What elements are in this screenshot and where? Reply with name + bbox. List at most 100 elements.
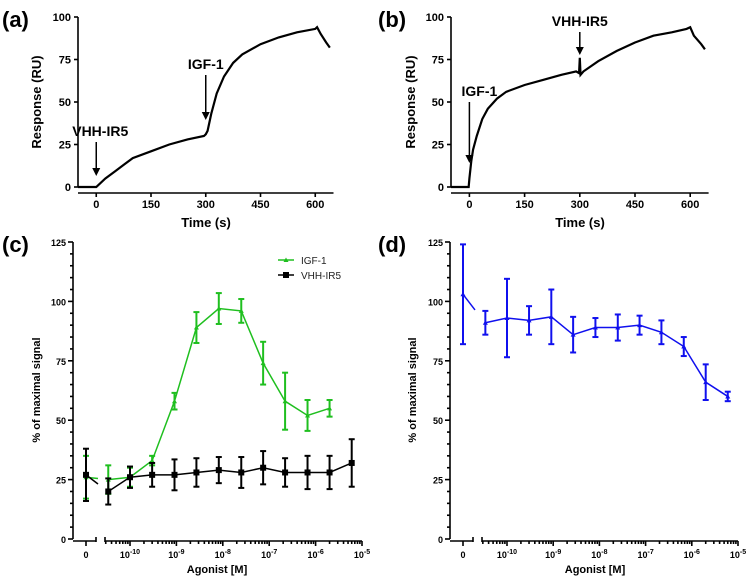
y-tick-label-d: 75: [433, 357, 443, 367]
y-axis-label-d: % of maximal signal: [407, 337, 419, 442]
arrow-head-a: [201, 112, 210, 120]
x-tick-label-c: 10-9: [168, 549, 184, 560]
data-point-d: [504, 315, 510, 321]
y-tick-label-b: 50: [432, 97, 444, 109]
x-tick-label-a: 600: [306, 199, 324, 211]
data-point-d: [703, 379, 709, 385]
x-tick-label-c: 10-8: [215, 549, 231, 560]
legend-marker-vhh: [283, 272, 289, 278]
data-point-d: [482, 320, 488, 325]
data-point-c: [127, 474, 133, 481]
sensorgram-trace-a: [78, 25, 331, 189]
x-tick-label-b: 150: [515, 199, 533, 211]
y-tick-label-b: 25: [432, 140, 444, 152]
data-point-c: [83, 471, 89, 478]
x-tick-label-a: 0: [93, 199, 99, 211]
data-point-c: [215, 467, 222, 474]
y-tick-label-c: 0: [61, 535, 66, 545]
data-point-d: [658, 329, 664, 335]
y-tick-label-c: 125: [51, 238, 66, 248]
y-tick-label-b: 0: [438, 182, 444, 194]
x-tick-label-c: 10-7: [261, 549, 277, 560]
y-tick-label-a: 100: [53, 12, 71, 24]
x-tick-label-d: 10-8: [591, 549, 607, 560]
legend-c: IGF-1 VHH-IR5: [278, 256, 341, 282]
panel-label-d: (d): [378, 232, 406, 257]
annotation-a: IGF-1: [188, 56, 224, 72]
y-tick-label-c: 50: [56, 416, 66, 426]
data-point-c: [149, 458, 155, 463]
y-tick-label-d: 125: [428, 238, 443, 248]
x-axis-label-d: Agonist [M]: [565, 564, 626, 576]
x-tick-label-d: 10-9: [545, 549, 561, 560]
x-tick-label-b: 600: [681, 199, 699, 211]
y-tick-label-c: 25: [56, 476, 66, 486]
series-stub-d-0: [462, 293, 476, 311]
x-tick-label-b: 300: [571, 199, 589, 211]
x-tick-label-d: 0: [460, 550, 465, 560]
data-point-d: [615, 325, 621, 330]
data-point-d: [460, 291, 466, 297]
arrow-head-b: [465, 155, 474, 163]
y-tick-label-d: 50: [433, 416, 443, 426]
legend-label-igf1: IGF-1: [301, 256, 327, 267]
data-point-c: [193, 325, 199, 330]
x-tick-label-c: 10-5: [354, 549, 370, 560]
y-tick-label-d: 25: [433, 476, 443, 486]
x-axis-label-a: Time (s): [181, 215, 231, 230]
y-tick-label-a: 50: [59, 97, 71, 109]
y-tick-label-d: 0: [438, 535, 443, 545]
arrow-head-b: [575, 47, 584, 55]
panel-label-b: (b): [378, 7, 406, 32]
y-tick-label-b: 100: [426, 12, 444, 24]
data-point-c: [304, 469, 311, 476]
x-axis-label-b: Time (s): [555, 215, 605, 230]
data-point-c: [260, 464, 267, 471]
legend-label-vhh: VHH-IR5: [301, 271, 341, 282]
x-tick-label-d: 10-10: [497, 549, 517, 560]
x-tick-label-d: 10-5: [730, 549, 746, 560]
data-point-c: [282, 469, 289, 476]
x-tick-label-c: 10-10: [120, 549, 140, 560]
x-tick-label-c: 0: [83, 550, 88, 560]
data-point-c: [326, 469, 333, 476]
x-tick-label-b: 0: [466, 199, 472, 211]
series-line-c-0: [108, 307, 330, 481]
data-point-d: [526, 317, 532, 323]
data-point-c: [193, 469, 200, 476]
y-axis-label-c: % of maximal signal: [31, 337, 43, 442]
data-point-d: [725, 393, 731, 399]
x-tick-label-d: 10-6: [684, 549, 700, 560]
data-point-c: [149, 471, 156, 478]
data-point-d: [548, 314, 554, 319]
x-tick-label-a: 450: [251, 199, 269, 211]
y-tick-label-a: 25: [59, 140, 71, 152]
y-tick-label-c: 75: [56, 357, 66, 367]
annotation-b: VHH-IR5: [552, 13, 608, 29]
data-point-d: [570, 332, 576, 337]
data-point-d: [681, 344, 687, 349]
y-tick-label-d: 100: [428, 297, 443, 307]
data-point-c: [105, 488, 112, 495]
arrow-head-a: [92, 168, 101, 176]
sensorgram-trace-b: [451, 25, 706, 189]
data-point-d: [637, 322, 643, 328]
data-point-c: [348, 459, 355, 466]
y-tick-label-b: 75: [432, 55, 444, 67]
series-line-c-1: [107, 462, 353, 493]
y-axis-label-b: Response (RU): [403, 55, 418, 148]
annotation-b: IGF-1: [462, 83, 498, 99]
data-point-c: [238, 308, 244, 313]
panel-label-c: (c): [2, 232, 29, 257]
y-tick-label-a: 0: [65, 182, 71, 194]
x-axis-label-c: Agonist [M]: [187, 564, 248, 576]
data-point-c: [327, 405, 333, 411]
data-point-c: [305, 412, 311, 418]
data-point-c: [260, 360, 266, 366]
annotation-a: VHH-IR5: [72, 123, 128, 139]
x-tick-label-c: 10-6: [307, 549, 323, 560]
data-point-c: [238, 469, 245, 476]
x-tick-label-d: 10-7: [637, 549, 653, 560]
panel-label-a: (a): [2, 7, 29, 32]
